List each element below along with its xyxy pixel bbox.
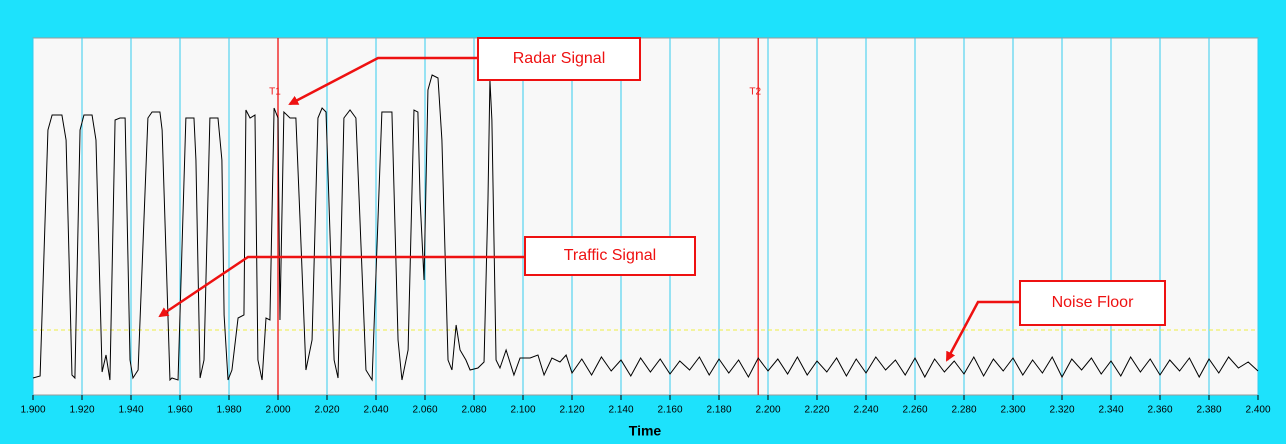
x-tick-label: 2.240 [853,405,878,416]
annotation-box [1019,280,1166,326]
x-tick-label: 2.000 [265,405,290,416]
annotation-text: Noise Floor [1052,294,1134,311]
x-tick-label: 1.960 [167,405,192,416]
x-tick-label: 2.080 [461,405,486,416]
x-tick-label: 2.200 [755,405,780,416]
x-tick-label: 2.260 [902,405,927,416]
annotation-text: Radar Signal [513,50,606,67]
x-tick-label: 2.380 [1196,405,1221,416]
x-tick-label: 2.280 [951,405,976,416]
x-tick-label: 2.040 [363,405,388,416]
x-tick-label: 2.060 [412,405,437,416]
x-tick-label: 2.020 [314,405,339,416]
x-tick-label: 2.340 [1098,405,1123,416]
x-tick-label: 1.900 [20,405,45,416]
signal-trace [32,74,1259,382]
x-tick-label: 2.220 [804,405,829,416]
x-tick-label: 2.180 [706,405,731,416]
annotation-arrow [945,300,1020,362]
annotation-text: Traffic Signal [564,247,656,264]
x-tick-label: 2.100 [510,405,535,416]
marker-label: T2 [749,87,761,98]
plot-area [32,37,1259,396]
annotation-box [477,37,641,81]
marker-label: T1 [269,87,281,98]
x-tick-label: 2.120 [559,405,584,416]
x-tick-label: 1.920 [69,405,94,416]
x-tick-label: 2.160 [657,405,682,416]
x-tick-label: 2.140 [608,405,633,416]
x-tick-label: 2.400 [1245,405,1270,416]
x-tick-label: 2.360 [1147,405,1172,416]
x-tick-label: 2.320 [1049,405,1074,416]
x-tick-label: 1.940 [118,405,143,416]
x-axis-title: Time [629,423,662,439]
x-tick-label: 2.300 [1000,405,1025,416]
annotation-arrow [158,255,525,318]
x-tick-label: 1.980 [216,405,241,416]
annotation-box [524,236,696,276]
annotation-arrow [288,56,478,106]
